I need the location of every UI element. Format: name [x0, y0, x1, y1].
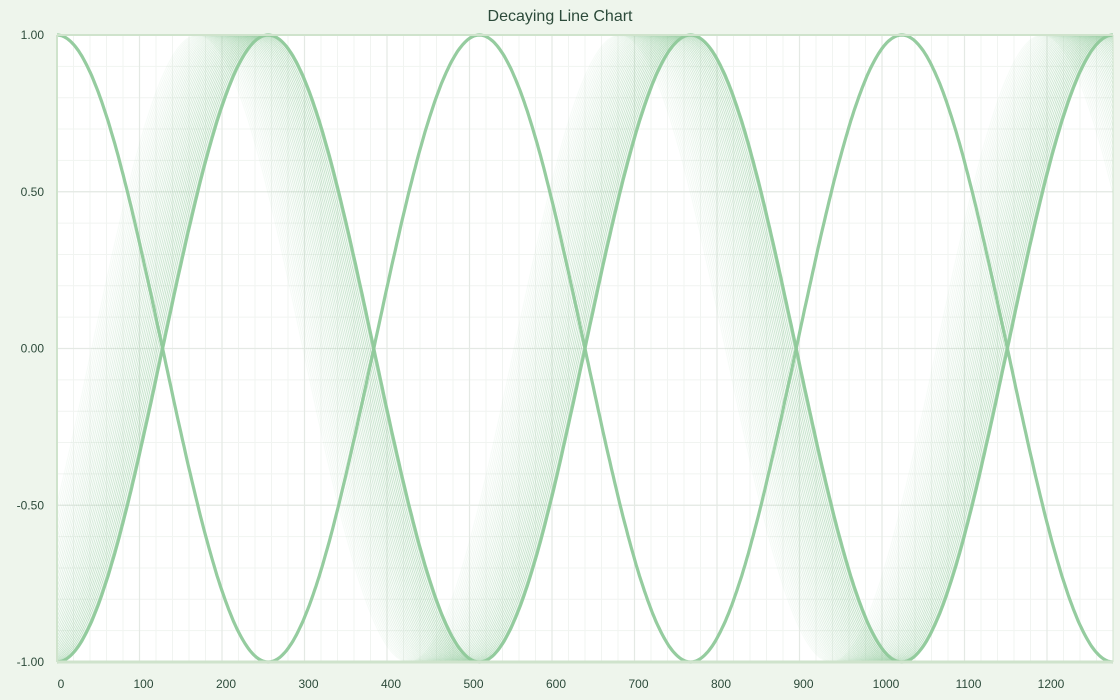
chart-title: Decaying Line Chart [487, 8, 633, 25]
decaying-trace [56, 34, 1114, 663]
x-tick-label: 200 [216, 677, 236, 691]
decaying-trace [56, 34, 1114, 663]
decaying-trace [56, 34, 1114, 663]
x-tick-label: 600 [546, 677, 566, 691]
x-tick-label: 500 [463, 677, 483, 691]
decaying-trace [56, 34, 1114, 663]
decaying-trace [56, 34, 1114, 663]
decaying-trace [56, 34, 1114, 663]
decaying-trace [56, 34, 1114, 663]
x-tick-label: 900 [793, 677, 813, 691]
x-tick-label: 1100 [956, 677, 982, 691]
series-layer [56, 33, 1114, 664]
x-tick-label: 100 [133, 677, 153, 691]
decaying-trace [56, 34, 1114, 663]
decaying-trace [56, 34, 1114, 663]
axes [56, 34, 1114, 664]
x-tick-label: 700 [628, 677, 648, 691]
y-tick-label: 0.50 [21, 185, 45, 199]
x-tick-label: 0 [58, 677, 65, 691]
x-tick-label: 800 [711, 677, 731, 691]
decaying-trace [56, 34, 1114, 663]
decaying-trace [56, 34, 1114, 663]
decaying-trace [56, 34, 1114, 663]
x-tick-label: 300 [298, 677, 318, 691]
decaying-trace [56, 34, 1114, 663]
decaying-trace [56, 34, 1114, 663]
cosine-line [56, 33, 1114, 664]
decaying-trace [56, 34, 1114, 663]
decaying-trace [56, 34, 1114, 663]
decaying-trace [56, 34, 1114, 663]
decaying-trace [56, 34, 1114, 663]
x-tick-label: 400 [381, 677, 401, 691]
decaying-trace [56, 34, 1114, 663]
x-tick-label: 1000 [873, 677, 900, 691]
decaying-trace [56, 34, 1114, 663]
decaying-trace [56, 34, 1114, 663]
decaying-trace [56, 34, 1114, 663]
tick-labels: 0 100 200 300 400 500 600 700 800 900 1000 1100 1200… [17, 28, 1065, 691]
grid [56, 34, 1114, 663]
decaying-trace [56, 34, 1114, 663]
decaying-trace [56, 34, 1114, 663]
decaying-trace [56, 34, 1114, 663]
decaying-trace [56, 34, 1114, 663]
y-tick-label: 1.00 [21, 28, 45, 42]
x-tick-label: 1200 [1038, 677, 1065, 691]
y-tick-label: -0.50 [17, 498, 45, 512]
decaying-trace [56, 34, 1114, 663]
y-tick-label: 0.00 [21, 342, 45, 356]
decaying-trace [56, 34, 1114, 663]
y-tick-label: -1.00 [17, 655, 45, 669]
